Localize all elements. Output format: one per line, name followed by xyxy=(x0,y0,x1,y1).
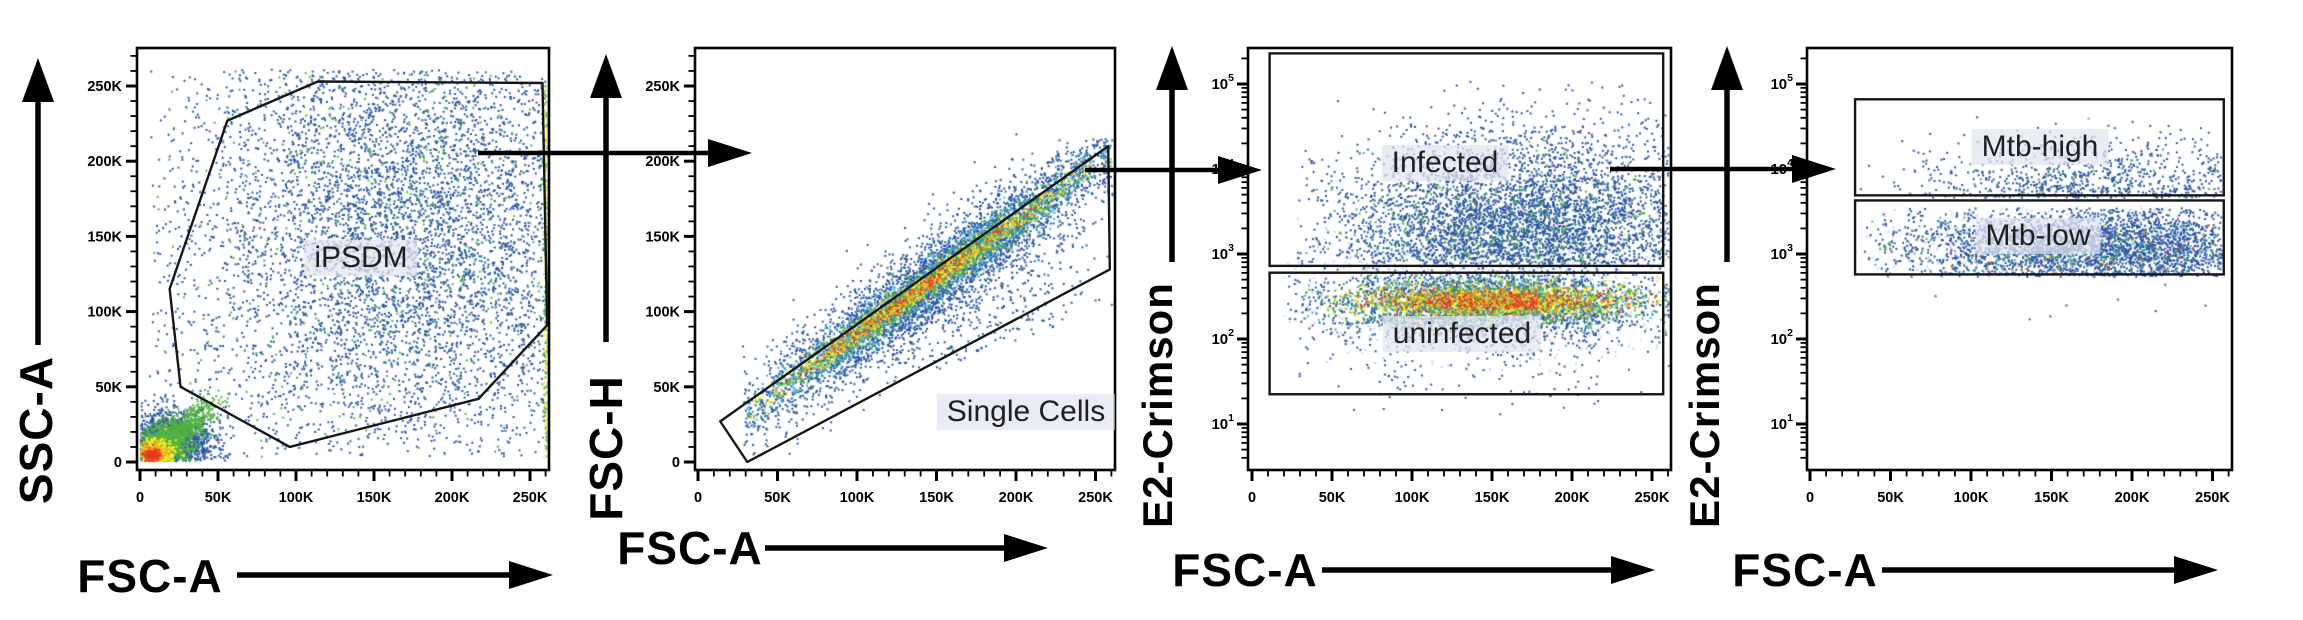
y-tick-label: 0 xyxy=(114,455,122,471)
flow-arrow-panel2-to-panel3-head xyxy=(1218,156,1262,184)
gate-label-mtb-low: Mtb-low xyxy=(1975,218,2101,254)
gate-label-infected: Infected xyxy=(1381,145,1509,181)
x-tick-label: 200K xyxy=(435,490,470,506)
x-tick-label: 50K xyxy=(1877,490,1904,506)
x-tick-label: 0 xyxy=(136,490,144,506)
y-tick-label: 50K xyxy=(95,380,122,396)
x-axis-arrow-panel1-head xyxy=(509,561,553,589)
y-tick-label: 105 xyxy=(1770,72,1793,93)
gate-outline-mtb-low xyxy=(1853,199,2225,276)
plot-border-panel4 xyxy=(1805,46,2234,472)
x-tick-label: 100K xyxy=(279,490,314,506)
y-tick-label: 102 xyxy=(1211,327,1234,348)
x-tick-label: 100K xyxy=(840,490,875,506)
y-tick-label: 100K xyxy=(645,305,680,321)
y-axis-label-fsc-h: FSC-H xyxy=(580,375,632,521)
x-axis-label-fsc-a-panel1: FSC-A xyxy=(77,550,223,602)
x-tick-label: 250K xyxy=(2195,490,2230,506)
y-axis-label-e2-crimson-panel4: E2-Crimson xyxy=(1681,282,1728,528)
x-tick-label: 250K xyxy=(1635,490,1670,506)
y-axis-arrow-panel3-head xyxy=(1156,46,1188,90)
y-tick-label: 103 xyxy=(1770,242,1793,263)
flow-arrow-panel1-to-panel2-head xyxy=(708,139,752,167)
x-axis-label-fsc-a-panel4: FSC-A xyxy=(1732,544,1878,596)
gate-outline-uninfected xyxy=(1268,271,1665,396)
gate-label-uninfected: uninfected xyxy=(1382,316,1542,352)
x-tick-label: 250K xyxy=(513,490,548,506)
x-tick-label: 150K xyxy=(1475,490,1510,506)
y-tick-label: 250K xyxy=(645,79,680,95)
gate-outline-mtb-high xyxy=(1853,98,2225,197)
flow-arrow-panel3-to-panel4-head xyxy=(1792,155,1836,183)
y-tick-label: 105 xyxy=(1211,72,1234,93)
x-axis-label-fsc-a-panel3: FSC-A xyxy=(1172,544,1318,596)
y-axis-arrow-panel4-head xyxy=(1711,46,1743,90)
y-tick-label: 150K xyxy=(645,229,680,245)
y-axis-label-ssc-a: SSC-A xyxy=(10,355,62,505)
x-tick-label: 200K xyxy=(1555,490,1590,506)
gate-label-mtb-high: Mtb-high xyxy=(1971,129,2109,165)
x-tick-label: 250K xyxy=(1078,490,1113,506)
gate-outline-single-cells xyxy=(719,144,1112,464)
y-tick-label: 100K xyxy=(87,305,122,321)
x-tick-label: 0 xyxy=(1806,490,1814,506)
y-tick-label: 101 xyxy=(1211,412,1234,433)
x-tick-label: 50K xyxy=(1319,490,1346,506)
gate-label-ipsdm: iPSDM xyxy=(304,240,418,276)
x-tick-label: 50K xyxy=(764,490,791,506)
y-tick-label: 102 xyxy=(1770,327,1793,348)
y-tick-label: 103 xyxy=(1211,242,1234,263)
y-tick-label: 101 xyxy=(1770,412,1793,433)
x-tick-label: 50K xyxy=(205,490,232,506)
y-tick-label: 150K xyxy=(87,229,122,245)
x-tick-label: 150K xyxy=(919,490,954,506)
y-axis-arrow-panel1-head xyxy=(22,58,54,102)
x-tick-label: 100K xyxy=(1954,490,1989,506)
y-tick-label: 0 xyxy=(672,455,680,471)
x-tick-label: 0 xyxy=(694,490,702,506)
x-tick-label: 200K xyxy=(2115,490,2150,506)
x-axis-arrow-panel4-head xyxy=(2174,556,2218,584)
y-axis-label-e2-crimson-panel3: E2-Crimson xyxy=(1134,282,1181,528)
x-tick-label: 150K xyxy=(2034,490,2069,506)
x-tick-label: 0 xyxy=(1248,490,1256,506)
x-tick-label: 200K xyxy=(999,490,1034,506)
plot-border-panel3 xyxy=(1246,46,1673,472)
gate-label-single-cells: Single Cells xyxy=(936,394,1116,430)
gate-outline-infected xyxy=(1268,52,1665,268)
y-tick-label: 50K xyxy=(653,380,680,396)
x-axis-label-fsc-a-panel2: FSC-A xyxy=(617,522,763,574)
x-axis-arrow-panel3-head xyxy=(1611,556,1655,584)
y-axis-arrow-panel2-head xyxy=(590,54,622,98)
x-axis-arrow-panel2-head xyxy=(1004,534,1048,562)
x-tick-label: 100K xyxy=(1395,490,1430,506)
y-tick-label: 200K xyxy=(645,154,680,170)
gate-outline-ipsdm xyxy=(168,80,549,449)
x-tick-label: 150K xyxy=(357,490,392,506)
y-tick-label: 200K xyxy=(87,154,122,170)
y-tick-label: 250K xyxy=(87,79,122,95)
